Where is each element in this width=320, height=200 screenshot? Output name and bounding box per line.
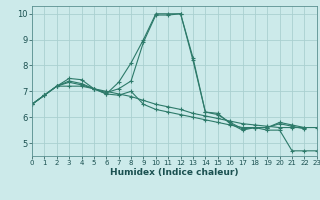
- X-axis label: Humidex (Indice chaleur): Humidex (Indice chaleur): [110, 168, 239, 177]
